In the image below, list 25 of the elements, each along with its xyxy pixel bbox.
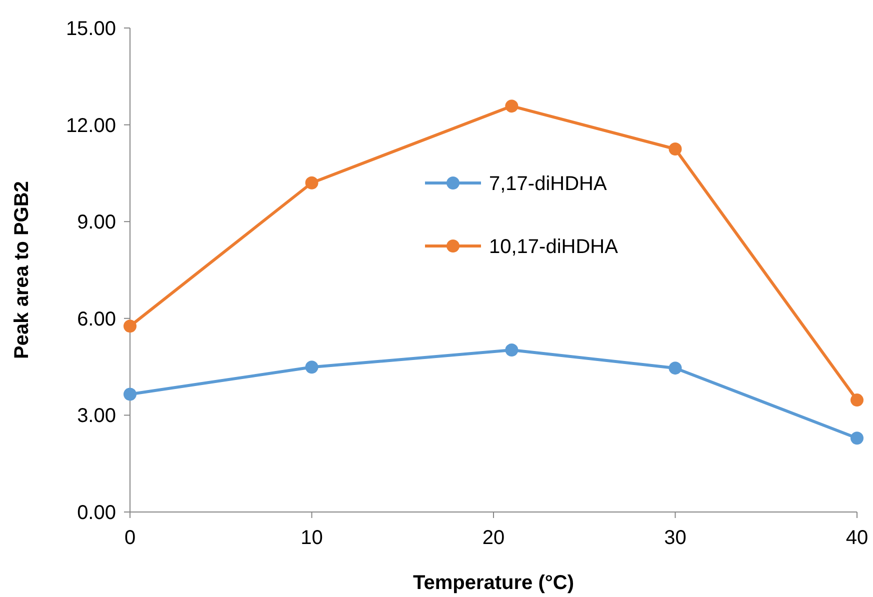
point: [305, 176, 318, 190]
x-tick-label: 40: [846, 527, 868, 549]
x-tick-label: 30: [664, 527, 686, 549]
y-tick-label: 15.00: [66, 18, 116, 40]
point: [850, 432, 864, 445]
point: [305, 360, 318, 374]
point: [668, 362, 682, 375]
point: [850, 394, 864, 407]
y-tick-label: 12.00: [66, 114, 116, 137]
point: [668, 142, 682, 156]
y-tick-label: 6.00: [77, 308, 116, 330]
legend-label: 10,17-diHDHA: [489, 236, 619, 258]
y-tick-label: 9.00: [77, 212, 116, 234]
point: [505, 344, 518, 357]
point: [124, 320, 136, 333]
y-axis-title: Peak area to PGB2: [11, 181, 33, 359]
y-tick-label: 3.00: [77, 405, 116, 428]
x-tick-label: 0: [124, 527, 136, 549]
legend-label: 7,17-diHDHA: [489, 173, 608, 195]
point: [124, 388, 136, 401]
x-axis-title: Temperature (°C): [413, 572, 574, 594]
y-tick-label: 0.00: [77, 502, 116, 524]
point: [505, 100, 518, 113]
x-tick-label: 10: [300, 527, 323, 549]
x-tick-label: 20: [482, 527, 505, 549]
